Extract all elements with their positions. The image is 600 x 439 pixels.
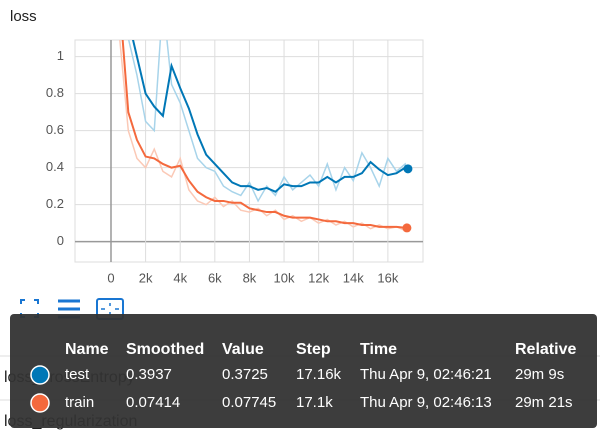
tooltip-cell: Thu Apr 9, 02:46:13 bbox=[360, 394, 492, 411]
tooltip-cell: 0.3725 bbox=[222, 366, 268, 383]
tooltip-bg bbox=[10, 314, 597, 428]
x-tick-label: 14k bbox=[343, 270, 364, 285]
series-swatch bbox=[30, 365, 50, 385]
tooltip-header: Relative bbox=[515, 341, 576, 358]
fullscreen-icon[interactable] bbox=[20, 299, 39, 318]
tooltip-header: Name bbox=[65, 341, 109, 358]
smoothed-line bbox=[132, 40, 409, 193]
tooltip-cell: 0.07745 bbox=[222, 394, 276, 411]
tooltip-cell: 17.1k bbox=[296, 394, 333, 411]
tooltip-cell: Thu Apr 9, 02:46:21 bbox=[360, 366, 492, 383]
tooltip-cell: 29m 21s bbox=[515, 394, 573, 411]
y-tick-label: 0.6 bbox=[46, 122, 64, 137]
series-swatch bbox=[30, 393, 50, 413]
x-tick-label: 0 bbox=[107, 270, 114, 285]
tooltip-header: Smoothed bbox=[126, 341, 204, 358]
tooltip-header: Step bbox=[296, 341, 331, 358]
tooltip-cell: 0.07414 bbox=[126, 394, 180, 411]
chart-title: loss bbox=[10, 8, 37, 25]
y-tick-label: 0.8 bbox=[46, 85, 64, 100]
plot: 0 0.2 0.4 0.6 0.8 1 0 2k 4k 6k 8k 10k 12k 14k 16k bbox=[46, 39, 424, 285]
raw-line bbox=[127, 40, 409, 203]
y-tick-label: 0.4 bbox=[46, 159, 64, 174]
x-tick-label: 2k bbox=[139, 270, 153, 285]
y-tick-label: 0.2 bbox=[46, 196, 64, 211]
smoothed-line bbox=[121, 40, 407, 229]
tooltip-cell: 17.16k bbox=[296, 366, 342, 383]
series-group bbox=[119, 40, 409, 232]
raw-line bbox=[119, 40, 408, 232]
tooltip-cell: train bbox=[65, 394, 94, 411]
x-tick-label: 10k bbox=[274, 270, 295, 285]
tooltip: Name Smoothed Value Step Time Relative test 0.3… bbox=[10, 314, 597, 428]
x-tick-label: 6k bbox=[208, 270, 222, 285]
y-tick-label: 1 bbox=[57, 48, 64, 63]
x-tick-label: 8k bbox=[243, 270, 257, 285]
y-tick-label: 0 bbox=[57, 233, 64, 248]
x-tick-label: 4k bbox=[173, 270, 187, 285]
tooltip-cell: 29m 9s bbox=[515, 366, 564, 383]
end-point bbox=[402, 223, 412, 233]
x-tick-label: 12k bbox=[308, 270, 329, 285]
end-point bbox=[403, 164, 413, 174]
tooltip-cell: test bbox=[65, 366, 90, 383]
tooltip-header: Value bbox=[222, 341, 264, 358]
tooltip-header: Time bbox=[360, 341, 397, 358]
fit-icon-inner bbox=[101, 303, 119, 315]
x-tick-label: 16k bbox=[377, 270, 398, 285]
tooltip-cell: 0.3937 bbox=[126, 366, 172, 383]
